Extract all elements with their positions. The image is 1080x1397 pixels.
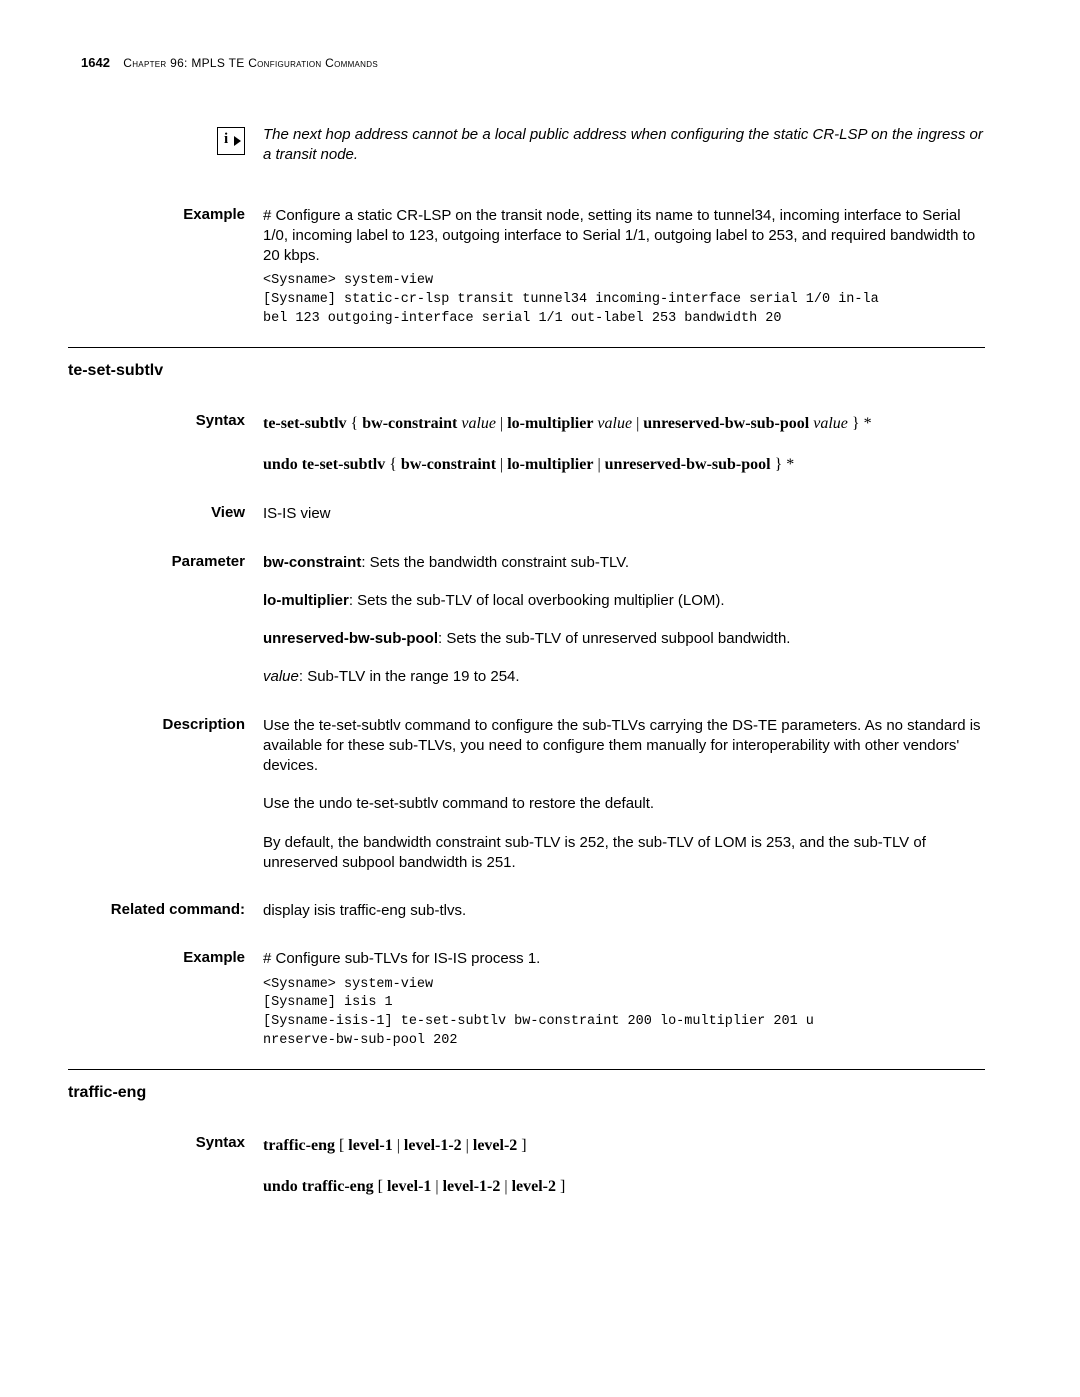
section1-view-text: IS-IS view bbox=[263, 504, 985, 524]
section1-description-content: Use the te-set-subtlv command to configu… bbox=[263, 716, 985, 874]
section1-example-text: # Configure sub-TLVs for IS-IS process 1… bbox=[263, 949, 985, 969]
example1-text: # Configure a static CR-LSP on the trans… bbox=[263, 206, 985, 267]
section1-parameter-label: Parameter bbox=[68, 553, 263, 688]
section1-syntax-label: Syntax bbox=[68, 412, 263, 476]
example1-content: # Configure a static CR-LSP on the trans… bbox=[263, 206, 985, 329]
example1-code: <Sysname> system-view [Sysname] static-c… bbox=[263, 272, 985, 329]
section1-description-label: Description bbox=[68, 716, 263, 874]
section1-view-row: View IS-IS view bbox=[68, 504, 985, 524]
section2-syntax-content: traffic-eng [ level-1 | level-1-2 | leve… bbox=[263, 1134, 985, 1198]
desc-p2: Use the undo te-set-subtlv command to re… bbox=[263, 794, 985, 814]
desc-p1: Use the te-set-subtlv command to configu… bbox=[263, 716, 985, 777]
page-number: 1642 bbox=[81, 55, 110, 70]
section2-syntax-row: Syntax traffic-eng [ level-1 | level-1-2… bbox=[68, 1134, 985, 1198]
section1-related-text: display isis traffic-eng sub-tlvs. bbox=[263, 901, 985, 921]
section1-related-label: Related command: bbox=[68, 901, 263, 921]
info-pointer-icon bbox=[217, 127, 245, 155]
section1-related-row: Related command: display isis traffic-en… bbox=[68, 901, 985, 921]
section1-heading: te-set-subtlv bbox=[68, 362, 985, 380]
parameter-item: lo-multiplier: Sets the sub-TLV of local… bbox=[263, 591, 985, 611]
syntax-line1: te-set-subtlv { bw-constraint value | lo… bbox=[263, 412, 985, 435]
section2-syntax-line2: undo traffic-eng [ level-1 | level-1-2 |… bbox=[263, 1175, 985, 1198]
section1-description-row: Description Use the te-set-subtlv comman… bbox=[68, 716, 985, 874]
desc-p3: By default, the bandwidth constraint sub… bbox=[263, 833, 985, 874]
section2-syntax-line1: traffic-eng [ level-1 | level-1-2 | leve… bbox=[263, 1134, 985, 1157]
section2-syntax-label: Syntax bbox=[68, 1134, 263, 1198]
section1-view-label: View bbox=[68, 504, 263, 524]
section1-example-code: <Sysname> system-view [Sysname] isis 1 [… bbox=[263, 976, 985, 1052]
section1-syntax-row: Syntax te-set-subtlv { bw-constraint val… bbox=[68, 412, 985, 476]
section1-example-label: Example bbox=[68, 949, 263, 1051]
section1-parameter-content: bw-constraint: Sets the bandwidth constr… bbox=[263, 553, 985, 688]
syntax-line2: undo te-set-subtlv { bw-constraint | lo-… bbox=[263, 453, 985, 476]
section1-parameter-row: Parameter bw-constraint: Sets the bandwi… bbox=[68, 553, 985, 688]
example1-row: Example # Configure a static CR-LSP on t… bbox=[68, 206, 985, 329]
section1-example-row: Example # Configure sub-TLVs for IS-IS p… bbox=[68, 949, 985, 1051]
chapter-title: Chapter 96: MPLS TE Configuration Comman… bbox=[123, 56, 378, 70]
parameter-item: unreserved-bw-sub-pool: Sets the sub-TLV… bbox=[263, 629, 985, 649]
parameter-item: bw-constraint: Sets the bandwidth constr… bbox=[263, 553, 985, 573]
page-root: 1642 Chapter 96: MPLS TE Configuration C… bbox=[0, 0, 1080, 1258]
parameter-value-line: value: Sub-TLV in the range 19 to 254. bbox=[263, 667, 985, 687]
example1-label: Example bbox=[68, 206, 263, 329]
section-divider bbox=[68, 1069, 985, 1070]
page-header: 1642 Chapter 96: MPLS TE Configuration C… bbox=[81, 55, 985, 70]
note-row: The next hop address cannot be a local p… bbox=[68, 125, 985, 166]
note-icon-col bbox=[68, 125, 263, 166]
note-text: The next hop address cannot be a local p… bbox=[263, 125, 985, 166]
section1-example-content: # Configure sub-TLVs for IS-IS process 1… bbox=[263, 949, 985, 1051]
section-divider bbox=[68, 347, 985, 348]
section2-heading: traffic-eng bbox=[68, 1084, 985, 1102]
section1-syntax-content: te-set-subtlv { bw-constraint value | lo… bbox=[263, 412, 985, 476]
